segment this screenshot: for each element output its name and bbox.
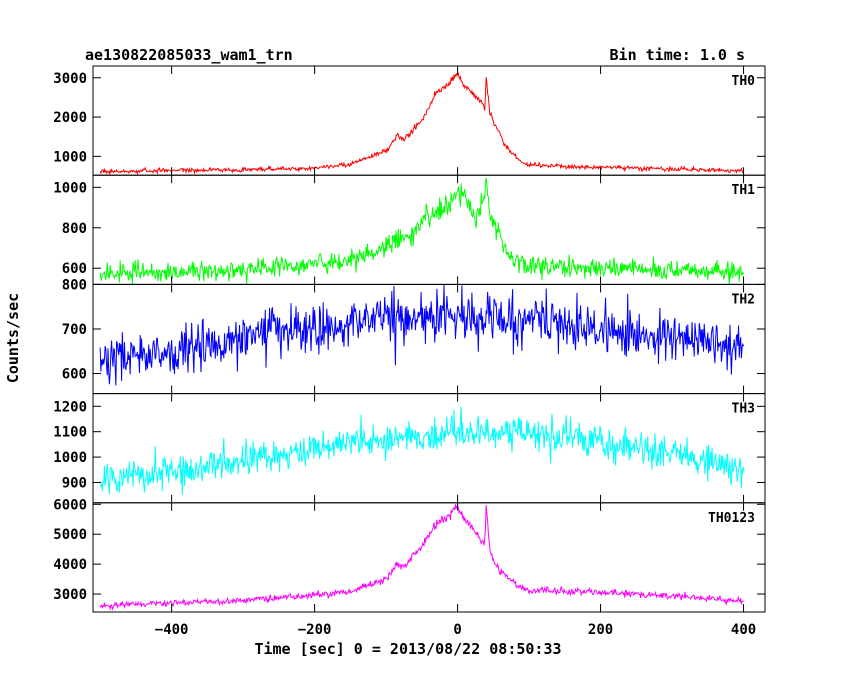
x-axis-title: Time [sec] 0 = 2013/08/22 08:50:33 <box>254 640 561 658</box>
y-tick-label: 800 <box>62 277 87 293</box>
panel-label-th0123: TH0123 <box>708 511 755 526</box>
y-tick-label: 5000 <box>53 527 87 543</box>
series-line-th2 <box>99 284 745 386</box>
series-line-th1 <box>99 177 745 285</box>
bin-time-label: Bin time: 1.0 s <box>610 46 745 64</box>
y-tick-label: 1000 <box>53 180 87 196</box>
panel-label-th0: TH0 <box>732 74 756 89</box>
y-tick-label: 3000 <box>53 71 87 87</box>
panel-label-th3: TH3 <box>732 402 755 417</box>
y-axis-title: Counts/sec <box>4 293 22 383</box>
y-tick-label: 1200 <box>53 399 87 415</box>
y-tick-label: 1000 <box>53 149 87 165</box>
series-line-th3 <box>99 406 745 495</box>
y-tick-label: 900 <box>62 475 87 491</box>
y-tick-label: 600 <box>62 367 87 383</box>
y-tick-label: 1000 <box>53 450 87 466</box>
chart-title: ae130822085033_wam1_trn <box>85 46 293 64</box>
x-tick-label: −200 <box>298 622 332 638</box>
y-tick-label: 6000 <box>53 497 87 513</box>
series-line-th0123 <box>99 504 744 611</box>
panel-label-th2: TH2 <box>732 292 755 307</box>
y-tick-label: 4000 <box>53 557 87 573</box>
y-tick-label: 3000 <box>53 587 87 603</box>
y-tick-label: 800 <box>62 221 87 237</box>
panel-frame-th2 <box>92 283 766 395</box>
y-tick-label: 2000 <box>53 110 87 126</box>
x-tick-label: 0 <box>453 622 461 638</box>
panel-label-th1: TH1 <box>732 183 756 198</box>
panel-frame-th0123 <box>92 502 766 613</box>
x-tick-label: −400 <box>155 622 189 638</box>
x-tick-label: 400 <box>731 622 756 638</box>
panel-frame-th0 <box>92 65 766 176</box>
y-tick-label: 700 <box>62 322 87 338</box>
y-tick-label: 1100 <box>53 425 87 441</box>
x-tick-label: 200 <box>588 622 613 638</box>
y-tick-label: 600 <box>62 261 87 277</box>
series-line-th0 <box>99 71 744 176</box>
